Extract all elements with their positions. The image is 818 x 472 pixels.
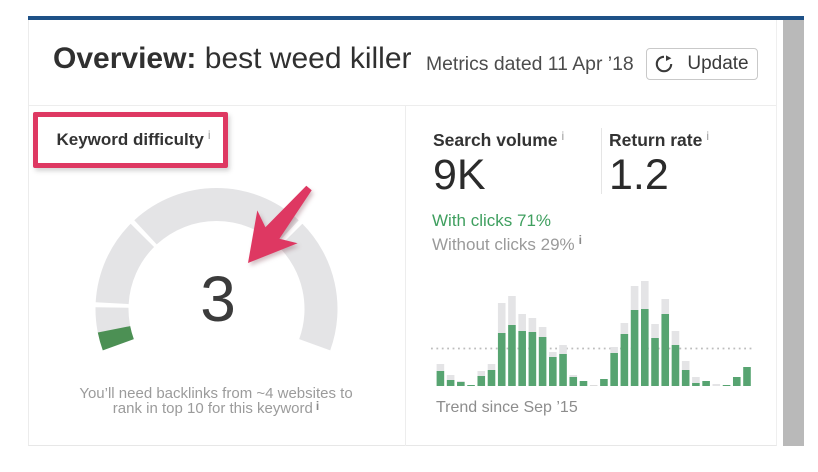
- card-header: Overview: best weed killer Metrics dated…: [29, 20, 776, 103]
- info-mark[interactable]: i: [207, 128, 211, 142]
- scrollbar-thumb[interactable]: [783, 20, 804, 446]
- metrics-dated-text: Metrics dated 11 Apr ’18: [426, 53, 634, 75]
- annotation-arrow-shape: [248, 185, 312, 263]
- info-mark[interactable]: i: [315, 399, 320, 413]
- difficulty-caption-line1: You’ll need backlinks from ~4 websites t…: [79, 384, 353, 402]
- update-button-label: Update: [687, 53, 749, 74]
- return-rate-metric: Return rate i 1.2: [609, 128, 710, 199]
- difficulty-value: 3: [200, 262, 236, 335]
- without-clicks-text-inner: Without clicks 29%: [432, 234, 575, 254]
- keyword-difficulty-label-text: Keyword difficulty: [56, 130, 204, 149]
- with-clicks-text: With clicks 71%: [432, 210, 552, 230]
- volume-trend-chart: [431, 281, 755, 386]
- return-rate-label: Return rate i: [609, 128, 710, 152]
- volume-panel: Search volume i 9K Return rate i 1.2 With …: [405, 97, 778, 446]
- refresh-icon: [656, 55, 673, 73]
- info-mark[interactable]: i: [578, 232, 583, 247]
- refresh-icon-arrowhead: [666, 55, 672, 61]
- trend-label: Trend since Sep ’15: [436, 398, 578, 416]
- search-volume-metric: Search volume i 9K: [433, 128, 565, 199]
- annotation-arrow: [248, 185, 312, 263]
- difficulty-caption: You’ll need backlinks from ~4 websites t…: [45, 384, 387, 418]
- search-volume-label: Search volume i: [433, 128, 565, 152]
- metric-divider: [600, 128, 602, 194]
- page-title-keyword: best weed killer: [196, 42, 412, 75]
- search-volume-label-text: Search volume: [433, 129, 558, 150]
- page-title: Overview: best weed killer: [53, 42, 412, 76]
- page-title-prefix: Overview:: [53, 42, 197, 75]
- search-volume-value: 9K: [433, 150, 486, 199]
- refresh-icon-arc: [656, 55, 673, 73]
- update-button[interactable]: Update: [646, 48, 758, 80]
- annotation-highlight-box: Keyword difficulty i: [33, 112, 228, 168]
- header-divider: [29, 105, 776, 106]
- panel-divider: [405, 105, 406, 446]
- keyword-difficulty-panel: 3 Keyword difficulty i You’ll need backli…: [29, 97, 405, 446]
- clicks-breakdown: With clicks 71% Without clicks 29% i: [432, 209, 582, 258]
- without-clicks-text: Without clicks 29% i: [432, 233, 582, 258]
- return-rate-label-text: Return rate: [609, 129, 703, 150]
- return-rate-value: 1.2: [609, 150, 669, 199]
- info-mark[interactable]: i: [706, 128, 710, 143]
- difficulty-caption-line2: rank in top 10 for this keyword: [112, 400, 313, 417]
- keyword-difficulty-label: Keyword difficulty i: [56, 128, 211, 150]
- card-top-accent-bar: [28, 16, 804, 20]
- overview-card: Overview: best weed killer Metrics dated…: [28, 20, 777, 446]
- info-mark[interactable]: i: [561, 128, 565, 143]
